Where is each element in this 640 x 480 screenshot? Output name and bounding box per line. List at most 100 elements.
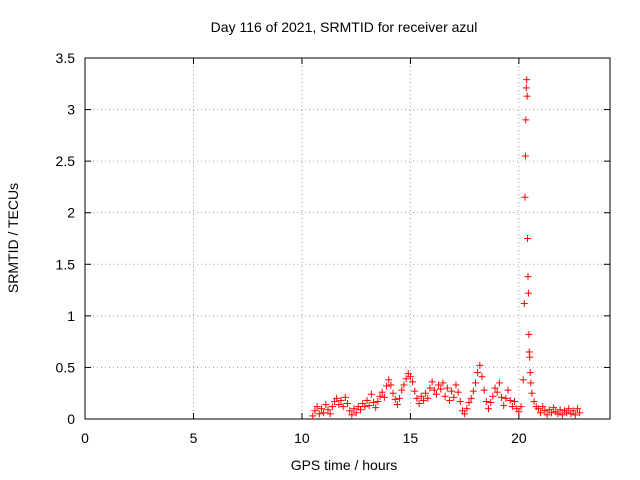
data-point xyxy=(339,403,347,411)
data-point xyxy=(500,402,508,410)
data-point xyxy=(352,409,360,417)
data-point xyxy=(508,403,516,411)
data-point xyxy=(378,388,386,396)
data-point xyxy=(376,392,384,400)
x-tick-label: 10 xyxy=(294,430,310,446)
data-point xyxy=(485,405,493,413)
data-point xyxy=(350,405,358,413)
data-point xyxy=(543,411,551,419)
data-point xyxy=(525,330,533,338)
data-points xyxy=(309,76,584,420)
data-point xyxy=(348,411,356,419)
data-point xyxy=(432,390,440,398)
data-point xyxy=(415,400,423,408)
data-point xyxy=(311,407,319,415)
data-point xyxy=(489,392,497,400)
y-tick-label: 0 xyxy=(67,411,75,427)
data-point xyxy=(367,390,375,398)
data-point xyxy=(320,409,328,417)
data-point xyxy=(344,400,351,408)
data-point xyxy=(476,361,484,369)
data-point xyxy=(456,397,464,405)
data-point xyxy=(519,376,527,384)
x-axis-label: GPS time / hours xyxy=(291,457,398,473)
data-point xyxy=(471,379,479,387)
data-point xyxy=(341,393,349,401)
data-point xyxy=(430,386,438,394)
data-point xyxy=(439,379,447,387)
data-point xyxy=(333,394,341,402)
data-point xyxy=(573,405,581,413)
data-point xyxy=(527,379,535,387)
data-point xyxy=(569,407,577,415)
chart-title: Day 116 of 2021, SRMTID for receiver azu… xyxy=(211,19,478,35)
data-point xyxy=(411,387,419,395)
data-point xyxy=(385,376,393,384)
data-point xyxy=(326,410,334,418)
data-point xyxy=(478,373,486,381)
data-point xyxy=(526,369,534,377)
data-point xyxy=(428,378,436,386)
data-point xyxy=(372,404,380,412)
y-tick-label: 1.5 xyxy=(56,256,76,272)
data-point xyxy=(413,394,421,402)
data-point xyxy=(550,404,558,412)
x-tick-label: 0 xyxy=(81,430,89,446)
data-point xyxy=(441,392,449,400)
data-point xyxy=(398,386,406,394)
data-point xyxy=(335,401,343,409)
data-point xyxy=(495,379,503,387)
y-tick-label: 3 xyxy=(67,102,75,118)
data-point xyxy=(576,409,584,417)
data-point xyxy=(467,394,475,402)
data-point xyxy=(502,394,510,402)
data-point xyxy=(337,396,345,404)
data-point xyxy=(474,369,482,377)
data-point xyxy=(571,411,579,419)
data-point xyxy=(523,92,531,100)
data-point xyxy=(324,406,332,414)
x-tick-label: 15 xyxy=(403,430,419,446)
data-point xyxy=(365,402,373,410)
data-point xyxy=(424,394,432,402)
data-point xyxy=(393,401,401,409)
y-axis-label: SRMTID / TECUs xyxy=(5,183,21,293)
data-point xyxy=(541,407,549,415)
data-point xyxy=(380,393,388,401)
x-tick-label: 20 xyxy=(511,430,527,446)
data-point xyxy=(504,386,512,394)
data-point xyxy=(437,385,445,393)
data-point xyxy=(498,393,506,401)
data-point xyxy=(450,393,458,401)
data-point xyxy=(435,381,443,389)
data-point xyxy=(317,405,325,413)
data-point xyxy=(539,403,547,411)
data-point xyxy=(511,397,519,405)
data-point xyxy=(565,405,573,413)
y-tick-label: 2 xyxy=(67,205,75,221)
data-point xyxy=(469,387,477,395)
data-point xyxy=(400,381,408,389)
data-point xyxy=(361,403,369,411)
data-point xyxy=(389,389,397,397)
data-point xyxy=(461,410,469,418)
data-point xyxy=(465,398,473,406)
data-point xyxy=(426,384,434,392)
data-point xyxy=(526,353,534,361)
data-point xyxy=(506,396,514,404)
data-point xyxy=(391,395,399,403)
data-point xyxy=(443,384,451,392)
data-point xyxy=(346,407,354,415)
data-point xyxy=(313,403,321,411)
data-point xyxy=(402,375,410,383)
data-point xyxy=(419,396,427,404)
data-point xyxy=(383,382,391,390)
data-point xyxy=(524,235,532,242)
data-point xyxy=(452,381,460,389)
data-point xyxy=(534,405,542,413)
data-point xyxy=(322,401,330,409)
x-tick-label: 5 xyxy=(190,430,198,446)
y-tick-label: 1 xyxy=(67,308,75,324)
data-point xyxy=(520,299,528,307)
